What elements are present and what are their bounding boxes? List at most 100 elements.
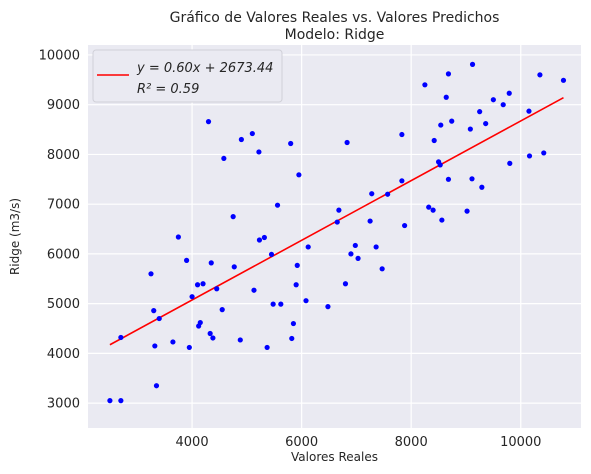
data-point bbox=[237, 337, 243, 343]
data-point bbox=[261, 234, 267, 241]
data-point bbox=[156, 315, 162, 322]
data-point bbox=[367, 218, 373, 224]
data-point bbox=[464, 208, 470, 214]
data-point bbox=[422, 82, 428, 88]
data-point bbox=[490, 97, 496, 103]
y-tick-label: 10000 bbox=[39, 48, 80, 63]
data-point bbox=[541, 150, 547, 156]
y-tick-label: 5000 bbox=[47, 297, 80, 312]
data-point bbox=[526, 153, 533, 159]
data-point bbox=[289, 335, 295, 342]
data-point bbox=[270, 301, 276, 307]
legend: y = 0.60x + 2673.44 R² = 0.59 bbox=[92, 49, 283, 103]
data-point bbox=[264, 344, 270, 351]
data-point bbox=[268, 251, 275, 258]
data-point bbox=[293, 282, 299, 288]
plot-area bbox=[88, 45, 581, 428]
data-point bbox=[205, 119, 212, 125]
y-tick-label: 8000 bbox=[47, 148, 80, 163]
data-point bbox=[352, 242, 358, 249]
chart-subtitle: Modelo: Ridge bbox=[285, 27, 385, 43]
legend-equation: y = 0.60x + 2673.44 bbox=[136, 61, 273, 76]
data-point bbox=[479, 184, 485, 190]
data-point bbox=[278, 301, 284, 307]
data-point bbox=[251, 287, 257, 293]
data-point bbox=[445, 176, 452, 182]
data-point bbox=[526, 108, 532, 114]
data-point bbox=[238, 136, 244, 143]
data-point bbox=[153, 383, 160, 389]
data-point bbox=[189, 294, 195, 300]
data-point bbox=[210, 335, 216, 341]
data-point bbox=[219, 307, 225, 313]
data-point bbox=[148, 271, 154, 277]
data-point bbox=[249, 130, 255, 137]
data-point bbox=[438, 122, 444, 128]
data-point bbox=[175, 234, 181, 240]
data-point bbox=[402, 222, 408, 229]
data-point bbox=[296, 172, 302, 178]
data-point bbox=[200, 281, 206, 287]
data-point bbox=[506, 90, 512, 96]
data-point bbox=[336, 207, 342, 213]
data-point bbox=[207, 330, 213, 337]
data-point bbox=[197, 319, 203, 326]
data-point bbox=[208, 260, 214, 266]
legend-box bbox=[92, 49, 283, 103]
y-tick-labels: 3000 4000 5000 6000 7000 8000 9000 10000 bbox=[39, 48, 80, 411]
data-point bbox=[443, 94, 449, 100]
x-tick-label: 10000 bbox=[500, 435, 541, 450]
data-point bbox=[379, 266, 385, 272]
data-point bbox=[439, 217, 445, 223]
data-point bbox=[288, 140, 294, 147]
gridlines bbox=[88, 45, 581, 428]
data-point bbox=[399, 178, 405, 184]
y-axis-label: Ridge (m3/s) bbox=[8, 198, 22, 275]
data-point bbox=[194, 282, 201, 288]
data-point bbox=[325, 304, 331, 310]
data-point bbox=[430, 207, 436, 213]
data-point bbox=[537, 72, 543, 78]
data-point bbox=[256, 149, 262, 155]
data-point bbox=[274, 202, 281, 208]
data-point bbox=[477, 109, 483, 115]
data-point bbox=[118, 334, 124, 341]
y-tick-label: 6000 bbox=[47, 247, 80, 262]
data-point bbox=[355, 255, 361, 261]
data-point bbox=[294, 262, 300, 268]
data-point bbox=[449, 118, 455, 124]
data-point bbox=[118, 398, 124, 404]
data-point bbox=[469, 176, 475, 182]
data-point bbox=[385, 191, 391, 197]
data-point bbox=[152, 343, 158, 349]
data-point bbox=[467, 126, 473, 132]
y-tick-label: 4000 bbox=[47, 347, 80, 362]
data-point bbox=[290, 320, 297, 327]
y-tick-label: 7000 bbox=[47, 198, 80, 213]
x-axis-label: Valores Reales bbox=[291, 450, 378, 464]
data-point bbox=[303, 298, 309, 304]
y-tick-label: 3000 bbox=[47, 397, 80, 412]
data-point bbox=[184, 257, 190, 263]
data-point bbox=[348, 251, 354, 257]
data-point bbox=[214, 286, 220, 292]
y-tick-label: 9000 bbox=[47, 98, 80, 113]
data-point bbox=[186, 344, 192, 351]
data-point bbox=[334, 219, 340, 225]
chart-title: Gráfico de Valores Reales vs. Valores Pr… bbox=[170, 10, 500, 26]
data-point bbox=[373, 244, 379, 250]
data-point bbox=[305, 244, 311, 250]
data-point bbox=[445, 71, 452, 77]
data-point bbox=[344, 139, 350, 146]
data-point bbox=[431, 137, 437, 144]
data-point bbox=[483, 120, 489, 127]
data-point bbox=[256, 237, 263, 243]
data-point bbox=[369, 191, 375, 197]
data-point bbox=[107, 398, 113, 404]
data-point bbox=[231, 264, 237, 270]
legend-r2: R² = 0.59 bbox=[137, 82, 199, 97]
data-point bbox=[437, 162, 443, 168]
x-tick-label: 6000 bbox=[285, 435, 318, 450]
data-point bbox=[399, 131, 405, 138]
data-point bbox=[342, 281, 349, 287]
